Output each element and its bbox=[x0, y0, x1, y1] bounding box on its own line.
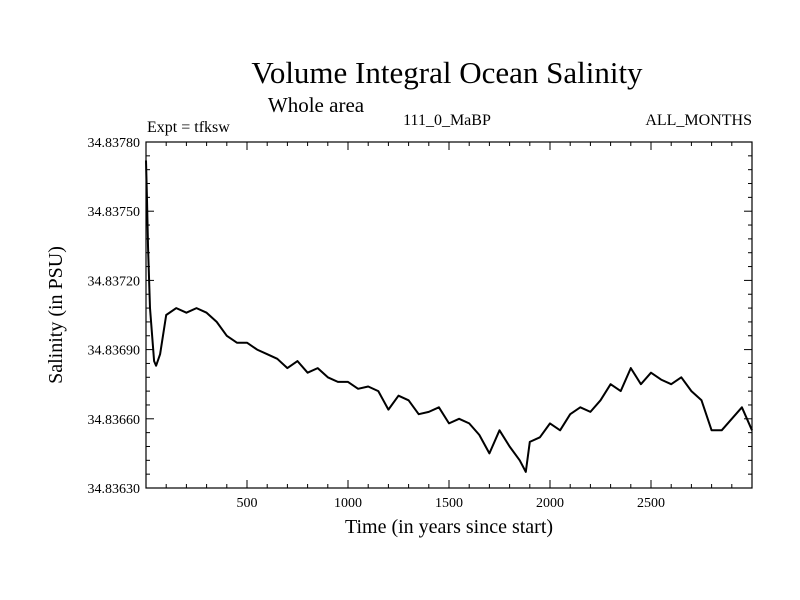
x-tick-label: 1500 bbox=[435, 496, 463, 511]
plot-frame bbox=[145, 141, 753, 489]
y-tick-label: 34.83690 bbox=[88, 344, 141, 359]
x-axis-label: Time (in years since start) bbox=[345, 516, 553, 538]
annotation-run-id: 111_0_MaBP bbox=[403, 112, 491, 129]
x-axis-ticks: 500 1000 1500 2000 2500 bbox=[165, 142, 733, 511]
y-tick-label: 34.83660 bbox=[88, 413, 141, 428]
x-tick-label: 1000 bbox=[334, 496, 362, 511]
annotation-months: ALL_MONTHS bbox=[645, 112, 752, 129]
x-tick-label: 2500 bbox=[637, 496, 665, 511]
chart-title: Volume Integral Ocean Salinity bbox=[251, 55, 643, 90]
y-tick-label: 34.83780 bbox=[88, 136, 141, 151]
y-tick-label: 34.83630 bbox=[88, 482, 141, 497]
y-tick-label: 34.83720 bbox=[88, 274, 141, 289]
x-tick-label: 2000 bbox=[536, 496, 564, 511]
chart-subtitle: Whole area bbox=[268, 93, 365, 117]
y-axis-ticks: 34.83630 34.83660 34.83690 34.83720 34.83750… bbox=[88, 136, 752, 497]
x-tick-label: 500 bbox=[237, 496, 258, 511]
series-line-salinity bbox=[145, 160, 753, 473]
y-axis-label: Salinity (in PSU) bbox=[45, 246, 67, 384]
y-tick-label: 34.83750 bbox=[88, 205, 141, 220]
annotation-experiment: Expt = tfksw bbox=[147, 119, 230, 136]
